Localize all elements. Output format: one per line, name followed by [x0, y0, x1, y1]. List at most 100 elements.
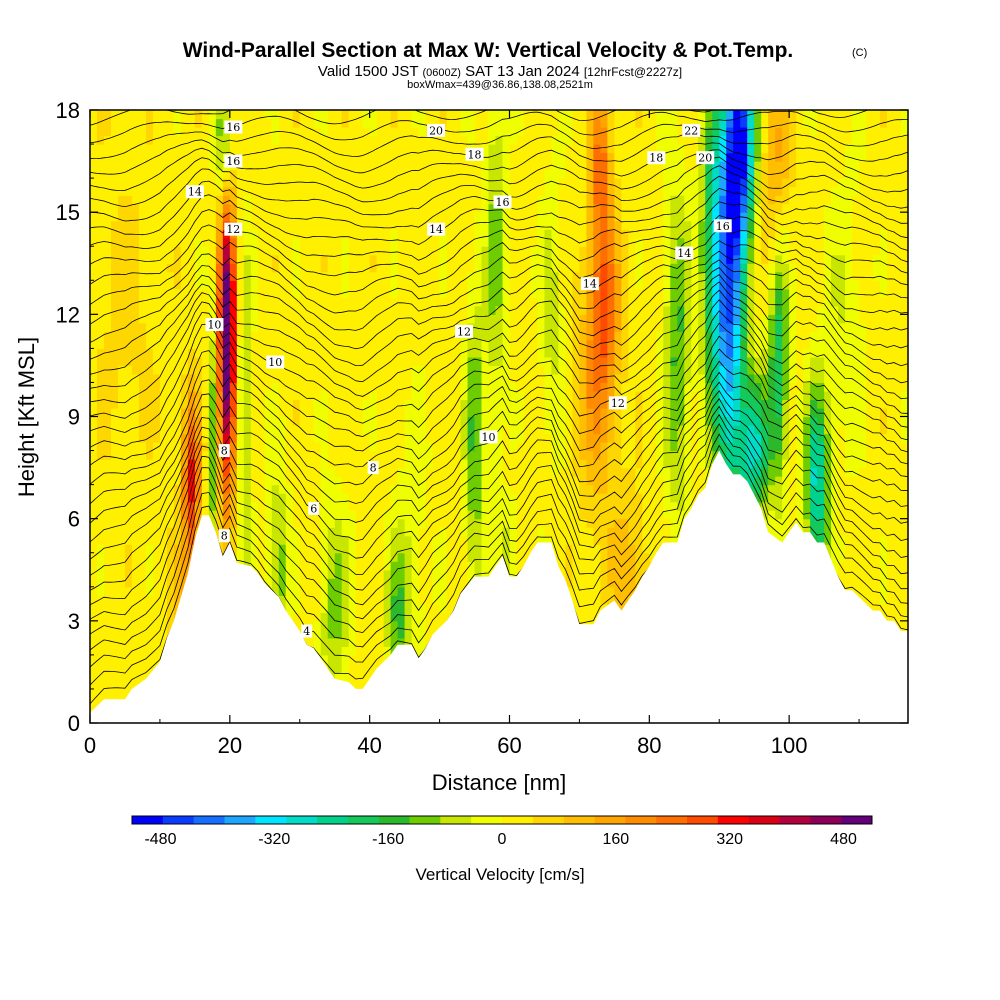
velocity-cell — [96, 373, 119, 384]
velocity-cell — [656, 382, 664, 392]
velocity-cell — [656, 348, 664, 358]
velocity-cell — [201, 237, 217, 247]
velocity-cell — [656, 433, 664, 443]
velocity-cell — [243, 484, 252, 494]
colorbar-swatch — [255, 816, 287, 824]
velocity-cell — [446, 237, 476, 247]
velocity-cell — [90, 544, 98, 554]
velocity-cell — [173, 586, 182, 596]
velocity-cell — [614, 220, 622, 230]
velocity-cell — [90, 161, 210, 171]
velocity-cell — [754, 161, 762, 171]
svg-text:20: 20 — [429, 124, 443, 137]
velocity-cell — [824, 288, 832, 298]
velocity-cell — [390, 578, 406, 588]
velocity-cell — [411, 365, 427, 375]
velocity-cell — [523, 127, 560, 137]
velocity-cell — [684, 382, 706, 392]
velocity-cell — [222, 416, 231, 426]
velocity-cell — [467, 356, 483, 367]
velocity-cell — [250, 518, 259, 528]
velocity-cell — [201, 450, 210, 460]
velocity-cell — [152, 450, 182, 460]
velocity-cell — [502, 297, 511, 307]
velocity-cell — [670, 254, 678, 264]
velocity-cell — [418, 569, 434, 579]
velocity-cell — [264, 544, 273, 554]
colorbar-swatch — [594, 816, 626, 824]
velocity-cell — [572, 127, 587, 137]
velocity-cell — [229, 322, 238, 332]
velocity-cell — [600, 348, 608, 358]
velocity-cell — [838, 305, 846, 315]
velocity-cell — [257, 518, 266, 528]
velocity-cell — [719, 425, 727, 435]
velocity-cell — [705, 271, 713, 281]
velocity-cell — [250, 254, 259, 264]
velocity-cell — [271, 578, 280, 588]
velocity-cell — [551, 254, 560, 264]
velocity-cell — [796, 339, 811, 349]
velocity-cell — [782, 467, 790, 477]
velocity-cell — [327, 569, 336, 579]
velocity-cell — [565, 552, 574, 562]
velocity-cell — [481, 518, 518, 528]
velocity-cell — [488, 152, 504, 162]
velocity-cell — [236, 459, 245, 469]
velocity-cell — [229, 459, 238, 469]
velocity-cell — [460, 518, 469, 528]
velocity-cell — [313, 110, 329, 120]
velocity-cell — [145, 561, 154, 571]
velocity-cell — [684, 322, 692, 332]
velocity-cell — [257, 280, 294, 290]
velocity-cell — [782, 373, 790, 384]
velocity-cell — [474, 561, 483, 571]
velocity-cell — [698, 271, 706, 281]
velocity-cell — [768, 442, 783, 452]
velocity-cell — [600, 331, 608, 341]
velocity-cell — [768, 493, 783, 503]
velocity-cell — [383, 552, 392, 562]
velocity-cell — [607, 186, 615, 196]
velocity-cell — [90, 399, 98, 409]
velocity-cell — [586, 186, 594, 196]
velocity-cell — [824, 527, 832, 537]
velocity-cell — [348, 263, 371, 273]
velocity-cell — [509, 527, 518, 537]
velocity-cell — [341, 620, 350, 630]
velocity-cell — [194, 493, 203, 503]
velocity-cell — [831, 288, 846, 298]
velocity-cell — [390, 595, 406, 605]
velocity-cell — [236, 356, 245, 367]
velocity-cell — [481, 442, 504, 452]
velocity-cell — [663, 450, 685, 460]
velocity-cell — [719, 246, 727, 256]
velocity-cell — [747, 246, 755, 256]
velocity-cell — [684, 152, 699, 162]
velocity-cell — [782, 314, 790, 324]
velocity-cell — [257, 305, 469, 315]
velocity-cell — [705, 382, 713, 392]
velocity-cell — [124, 578, 133, 588]
velocity-cell — [285, 544, 301, 554]
velocity-cell — [880, 237, 888, 247]
velocity-cell — [593, 254, 601, 264]
velocity-cell — [579, 254, 587, 264]
colorbar: -480 -320 -160 0 160 320 480 — [131, 815, 873, 848]
velocity-cell — [593, 237, 601, 247]
velocity-cell — [642, 433, 657, 443]
velocity-cell — [180, 382, 189, 392]
velocity-cell — [404, 518, 427, 528]
velocity-cell — [250, 450, 266, 460]
velocity-cell — [250, 203, 483, 213]
velocity-cell — [754, 220, 762, 230]
velocity-cell — [236, 271, 245, 281]
velocity-cell — [222, 518, 231, 528]
velocity-cell — [299, 535, 322, 545]
velocity-cell — [467, 544, 483, 554]
velocity-cell — [565, 399, 574, 409]
velocity-cell — [691, 399, 699, 409]
velocity-cell — [90, 442, 98, 452]
velocity-cell — [782, 152, 790, 162]
